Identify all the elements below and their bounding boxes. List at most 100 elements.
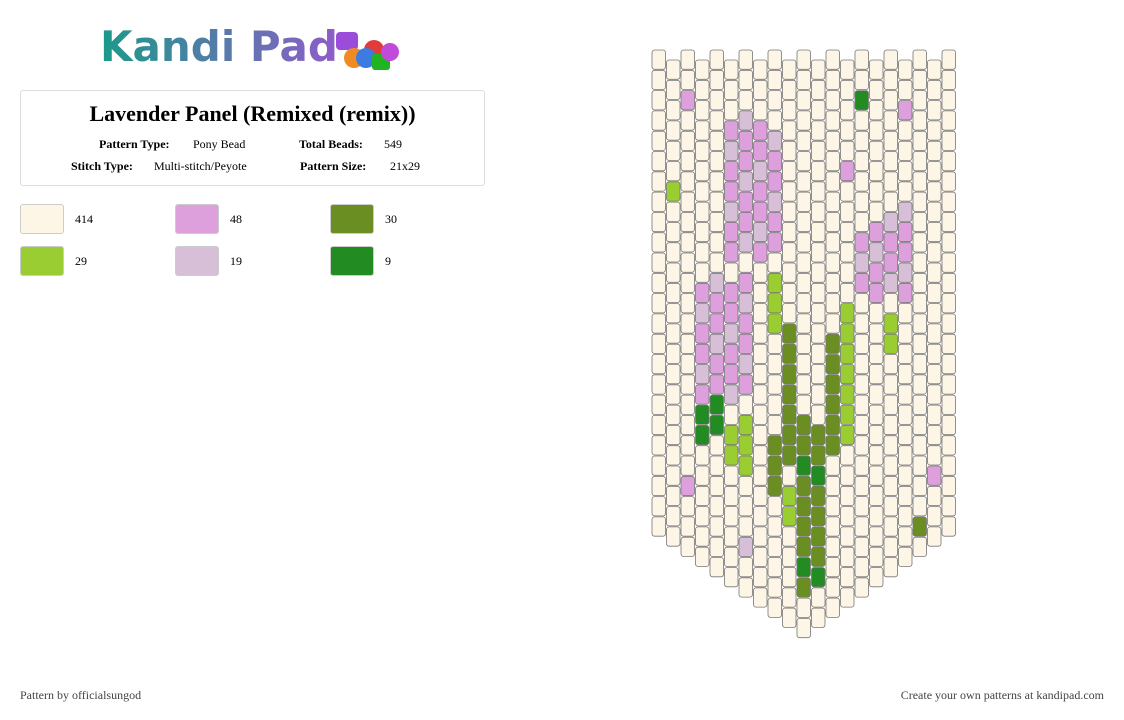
bead xyxy=(782,546,797,567)
bead xyxy=(666,303,681,324)
bead xyxy=(898,140,913,161)
bead xyxy=(854,49,869,70)
bead xyxy=(666,181,681,202)
bead xyxy=(753,201,768,222)
bead xyxy=(796,130,811,151)
bead xyxy=(912,171,927,192)
bead xyxy=(753,404,768,425)
bead xyxy=(767,536,782,557)
bead xyxy=(767,191,782,212)
bead xyxy=(680,374,695,395)
bead xyxy=(796,374,811,395)
bead xyxy=(912,333,927,354)
bead xyxy=(854,90,869,111)
bead xyxy=(651,455,666,476)
bead xyxy=(724,485,739,506)
bead xyxy=(898,221,913,243)
bead xyxy=(840,79,855,101)
bead xyxy=(840,282,855,303)
bead xyxy=(651,211,666,233)
bead xyxy=(709,211,724,233)
bead xyxy=(782,100,797,121)
bead xyxy=(738,435,753,456)
bead xyxy=(796,211,811,233)
bead xyxy=(811,282,826,303)
bead xyxy=(666,120,681,141)
bead xyxy=(883,557,898,578)
bead xyxy=(898,181,913,202)
bead xyxy=(840,404,855,425)
bead xyxy=(854,252,869,273)
value: 21x29 xyxy=(390,159,420,173)
bead xyxy=(753,465,768,486)
bead xyxy=(840,201,855,222)
bead xyxy=(883,110,898,131)
bead xyxy=(738,394,753,415)
bead xyxy=(854,171,869,192)
bead xyxy=(811,100,826,121)
bead xyxy=(869,242,884,263)
bead xyxy=(724,100,739,121)
bead xyxy=(811,364,826,385)
bead xyxy=(811,303,826,324)
bead xyxy=(796,435,811,456)
bead xyxy=(724,303,739,324)
bead xyxy=(927,424,942,446)
bead xyxy=(666,526,681,547)
bead xyxy=(767,90,782,111)
bead xyxy=(767,333,782,354)
bead xyxy=(796,252,811,273)
bead xyxy=(767,171,782,192)
bead xyxy=(753,242,768,263)
bead xyxy=(724,120,739,141)
bead xyxy=(811,79,826,101)
bead xyxy=(724,161,739,182)
bead xyxy=(680,211,695,233)
bead xyxy=(927,262,942,283)
bead xyxy=(825,232,840,253)
bead xyxy=(927,221,942,243)
bead xyxy=(753,364,768,385)
bead xyxy=(738,354,753,375)
bead xyxy=(680,313,695,334)
bead xyxy=(825,557,840,578)
bead xyxy=(796,191,811,212)
bead xyxy=(651,110,666,131)
bead xyxy=(796,455,811,476)
bead xyxy=(767,374,782,395)
bead xyxy=(651,374,666,395)
bead xyxy=(666,323,681,344)
bead xyxy=(695,262,710,283)
bead xyxy=(840,262,855,283)
bead xyxy=(709,293,724,314)
bead xyxy=(782,323,797,344)
value: Multi-stitch/Peyote xyxy=(154,159,247,173)
bead xyxy=(869,384,884,405)
bead xyxy=(738,69,753,91)
value: Pony Bead xyxy=(193,137,246,151)
bead xyxy=(811,161,826,182)
bead xyxy=(840,526,855,547)
bead xyxy=(912,516,927,537)
bead xyxy=(753,262,768,283)
bead xyxy=(883,130,898,151)
bead xyxy=(840,506,855,527)
bead xyxy=(840,242,855,263)
bead xyxy=(709,496,724,517)
bead xyxy=(709,171,724,192)
bead xyxy=(782,384,797,405)
bead xyxy=(738,191,753,212)
bead xyxy=(767,232,782,253)
bead xyxy=(724,384,739,405)
bead xyxy=(709,151,724,172)
bead xyxy=(941,110,956,131)
footer-link[interactable]: Create your own patterns at kandipad.com xyxy=(900,688,1104,702)
bead xyxy=(680,232,695,253)
bead xyxy=(825,69,840,91)
bead xyxy=(927,506,942,527)
bead xyxy=(651,414,666,436)
bead xyxy=(898,465,913,486)
bead xyxy=(680,69,695,91)
bead xyxy=(709,354,724,375)
